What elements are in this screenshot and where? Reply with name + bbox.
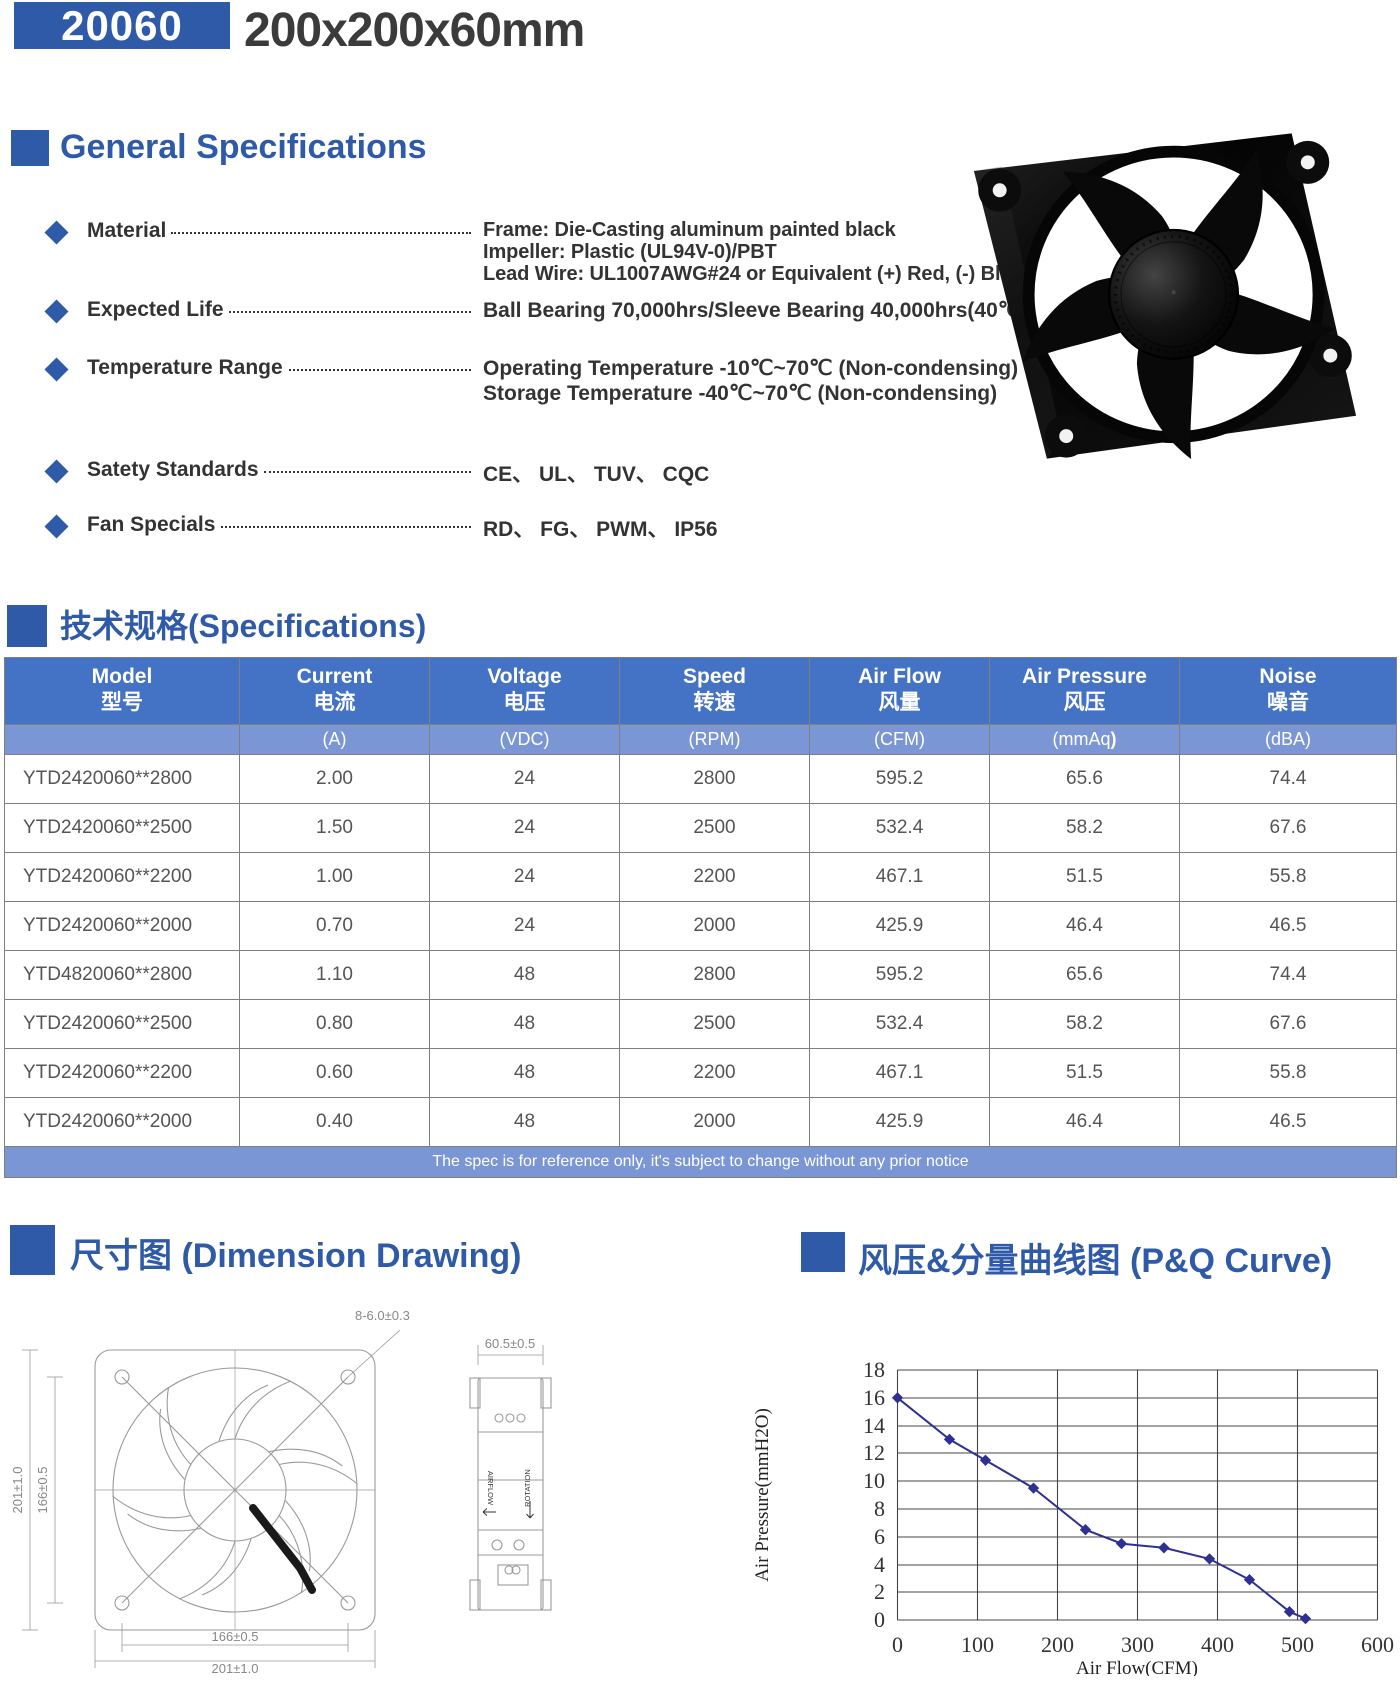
svg-text:100: 100	[961, 1632, 994, 1657]
svg-text:0: 0	[892, 1632, 903, 1657]
svg-text:18: 18	[863, 1357, 885, 1382]
svg-text:16: 16	[863, 1385, 885, 1410]
svg-text:Air Flow(CFM): Air Flow(CFM)	[1076, 1658, 1198, 1676]
svg-text:14: 14	[863, 1413, 885, 1438]
svg-text:201±1.0: 201±1.0	[10, 1467, 25, 1514]
svg-text:400: 400	[1201, 1632, 1234, 1657]
svg-text:201±1.0: 201±1.0	[212, 1661, 259, 1676]
svg-text:8-6.0±0.3: 8-6.0±0.3	[355, 1308, 410, 1323]
svg-text:200: 200	[1041, 1632, 1074, 1657]
svg-text:166±0.5: 166±0.5	[212, 1629, 259, 1644]
svg-text:300: 300	[1121, 1632, 1154, 1657]
svg-text:166±0.5: 166±0.5	[35, 1467, 50, 1514]
svg-text:AIRFLOW: AIRFLOW	[486, 1471, 495, 1506]
svg-text:12: 12	[863, 1440, 885, 1465]
svg-text:ROTATION: ROTATION	[523, 1469, 532, 1507]
svg-text:10: 10	[863, 1468, 885, 1493]
svg-text:4: 4	[874, 1552, 885, 1577]
svg-text:2: 2	[874, 1579, 885, 1604]
svg-text:600: 600	[1361, 1632, 1394, 1657]
svg-text:60.5±0.5: 60.5±0.5	[485, 1336, 536, 1351]
svg-text:Air Pressure(mmH2O): Air Pressure(mmH2O)	[752, 1408, 773, 1582]
svg-text:8: 8	[874, 1496, 885, 1521]
svg-text:6: 6	[874, 1524, 885, 1549]
svg-text:0: 0	[874, 1607, 885, 1632]
svg-text:500: 500	[1281, 1632, 1314, 1657]
